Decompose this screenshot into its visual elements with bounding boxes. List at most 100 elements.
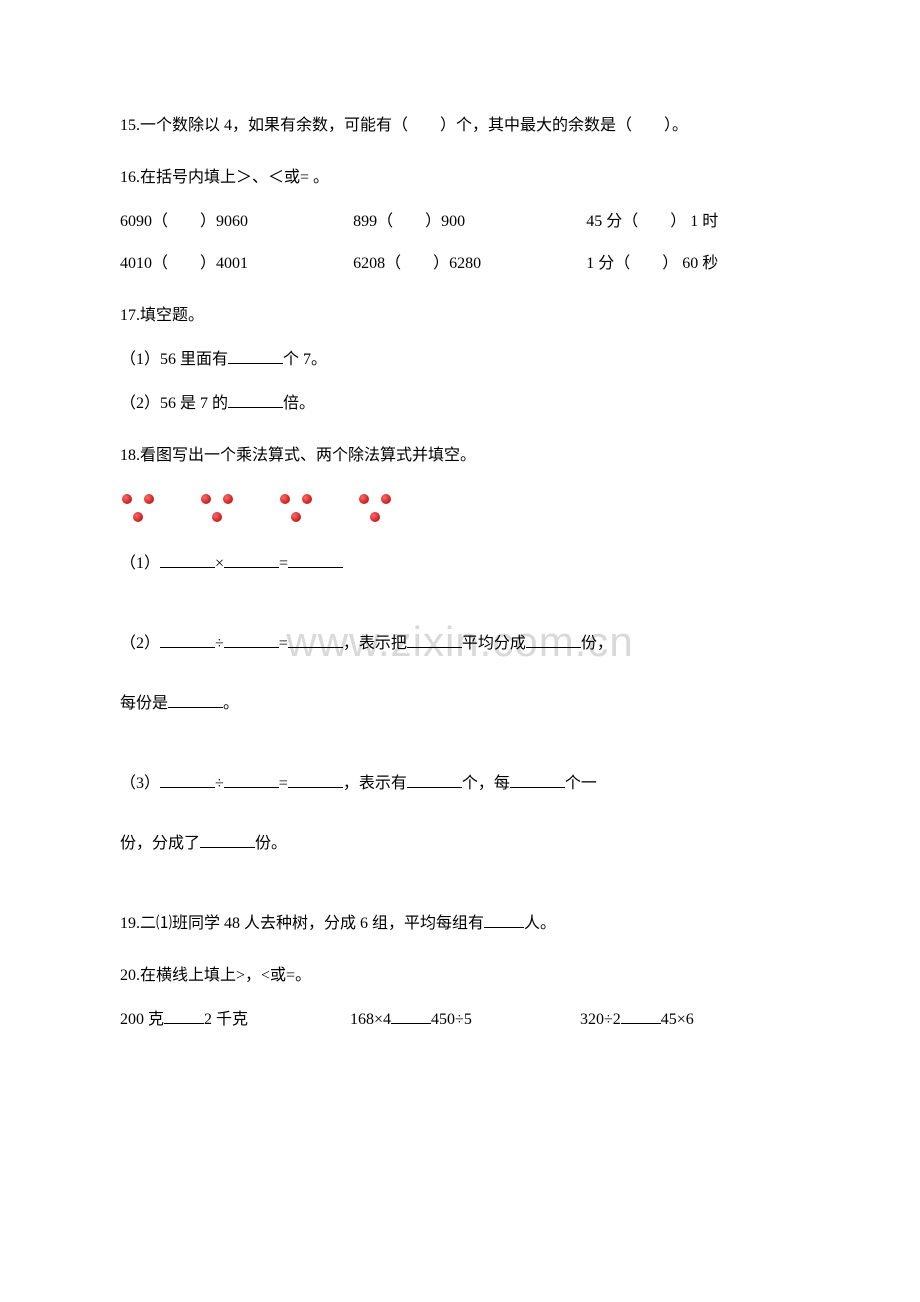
q17-l1-blank (228, 345, 283, 364)
dot-icon (212, 512, 222, 522)
blank (407, 629, 462, 648)
q20-row: 200 克 2 千克 168×4 450÷5 320÷2 45×6 (120, 1004, 800, 1036)
q18-p2-end: 份， (581, 635, 613, 652)
q18-p2-l2-post: 。 (223, 695, 239, 712)
q18-p3-eq: = (279, 775, 288, 792)
dot-icon (280, 494, 290, 504)
q16-r2c1: 4010（ ）4001 (120, 248, 353, 280)
question-20: 20.在横线上填上>，<或=。 200 克 2 千克 168×4 450÷5 320… (120, 960, 800, 1036)
q16-row1: 6090（ ）9060 899（ ）900 45 分（ ） 1 时 (120, 206, 800, 238)
dot-icon (144, 494, 154, 504)
blank (224, 549, 279, 568)
blank (160, 549, 215, 568)
blank (160, 629, 215, 648)
q16-r1c2: 899（ ）900 (353, 206, 586, 238)
q18-dots-figure (120, 492, 800, 532)
q20-c3a: 320÷2 (580, 1011, 621, 1028)
question-15: 15.一个数除以 4，如果有余数，可能有（ ）个，其中最大的余数是（ ）。 (120, 110, 800, 142)
dot-icon (302, 494, 312, 504)
q18-p3-l2-post: 份。 (255, 835, 287, 852)
blank (288, 769, 343, 788)
dot-group-2 (199, 492, 259, 532)
q19-blank (484, 909, 524, 928)
q18-p2-op: ÷ (215, 635, 224, 652)
q18-p3-mid1: ，表示有 (343, 775, 407, 792)
q18-p2-mid2: 平均分成 (462, 635, 526, 652)
q20-text: 在横线上填上>，<或=。 (140, 967, 311, 984)
blank (510, 769, 565, 788)
q16-r1c3: 45 分（ ） 1 时 (586, 206, 800, 238)
blank (526, 629, 581, 648)
q17-l1-pre: （1）56 里面有 (120, 351, 228, 368)
question-17: 17.填空题。 （1）56 里面有 个 7。 （2）56 是 7 的 倍。 (120, 300, 800, 420)
q18-text: 看图写出一个乘法算式、两个除法算式并填空。 (140, 447, 476, 464)
dot-icon (122, 494, 132, 504)
dot-icon (291, 512, 301, 522)
q19-pre: 二⑴班同学 48 人去种树，分成 6 组，平均每组有 (140, 915, 484, 932)
q16-r2c3: 1 分（ ） 60 秒 (586, 248, 800, 280)
q18-p1-eq: = (279, 555, 288, 572)
q17-number: 17. (120, 307, 140, 324)
blank (288, 629, 343, 648)
q18-part2-line2: 每份是 。 (120, 688, 800, 720)
dot-group-1 (120, 492, 180, 532)
dot-group-4 (357, 492, 417, 532)
q18-p2-l2-pre: 每份是 (120, 695, 168, 712)
blank (288, 549, 343, 568)
q16-r1c1: 6090（ ）9060 (120, 206, 353, 238)
q17-line1: （1）56 里面有 个 7。 (120, 344, 800, 376)
q15-number: 15. (120, 117, 140, 134)
q18-p3-end: 个一 (565, 775, 597, 792)
q20-c3b: 45×6 (661, 1011, 694, 1028)
dot-icon (223, 494, 233, 504)
question-19: 19.二⑴班同学 48 人去种树，分成 6 组，平均每组有人。 (120, 908, 800, 940)
q18-part1: （1）×= (120, 548, 800, 580)
blank (407, 769, 462, 788)
blank (164, 1005, 204, 1024)
q18-p2-eq: = (279, 635, 288, 652)
blank (168, 689, 223, 708)
q18-number: 18. (120, 447, 140, 464)
blank (391, 1005, 431, 1024)
q20-c1a: 200 克 (120, 1011, 164, 1028)
q18-p3-op: ÷ (215, 775, 224, 792)
q19-number: 19. (120, 915, 140, 932)
q16-number: 16. (120, 169, 140, 186)
dot-icon (381, 494, 391, 504)
blank (160, 769, 215, 788)
q18-p3-label: （3） (120, 775, 160, 792)
q18-part3-line2: 份，分成了 份。 (120, 828, 800, 860)
q17-text: 填空题。 (140, 307, 204, 324)
question-18: 18.看图写出一个乘法算式、两个除法算式并填空。 (120, 440, 800, 860)
q17-l2-pre: （2）56 是 7 的 (120, 395, 228, 412)
q17-line2: （2）56 是 7 的 倍。 (120, 388, 800, 420)
q20-c2b: 450÷5 (431, 1011, 472, 1028)
question-16: 16.在括号内填上＞、＜或= 。 6090（ ）9060 899（ ）900 4… (120, 162, 800, 280)
blank (621, 1005, 661, 1024)
q20-col3: 320÷2 45×6 (580, 1004, 800, 1036)
dot-icon (359, 494, 369, 504)
q20-col2: 168×4 450÷5 (350, 1004, 580, 1036)
q20-c1b: 2 千克 (204, 1011, 248, 1028)
dot-icon (201, 494, 211, 504)
q15-text: 一个数除以 4，如果有余数，可能有（ ）个，其中最大的余数是（ ）。 (140, 117, 688, 134)
q17-l2-post: 倍。 (283, 395, 315, 412)
q20-number: 20. (120, 967, 140, 984)
q18-p3-l2-pre: 份，分成了 (120, 835, 200, 852)
q20-c2a: 168×4 (350, 1011, 391, 1028)
q18-part2-line1: （2） ÷ = ，表示把 平均分成 份， (120, 628, 800, 660)
q18-p2-mid1: ，表示把 (343, 635, 407, 652)
q20-col1: 200 克 2 千克 (120, 1004, 350, 1036)
q16-row2: 4010（ ）4001 6208（ ）6280 1 分（ ） 60 秒 (120, 248, 800, 280)
q18-p1-label: （1） (120, 555, 160, 572)
q18-p3-mid2: 个，每 (462, 775, 510, 792)
blank (224, 629, 279, 648)
q17-l1-post: 个 7。 (283, 351, 327, 368)
dot-icon (370, 512, 380, 522)
q17-l2-blank (228, 389, 283, 408)
blank (224, 769, 279, 788)
dot-icon (133, 512, 143, 522)
q18-p2-label: （2） (120, 635, 160, 652)
blank (200, 829, 255, 848)
dot-group-3 (278, 492, 338, 532)
